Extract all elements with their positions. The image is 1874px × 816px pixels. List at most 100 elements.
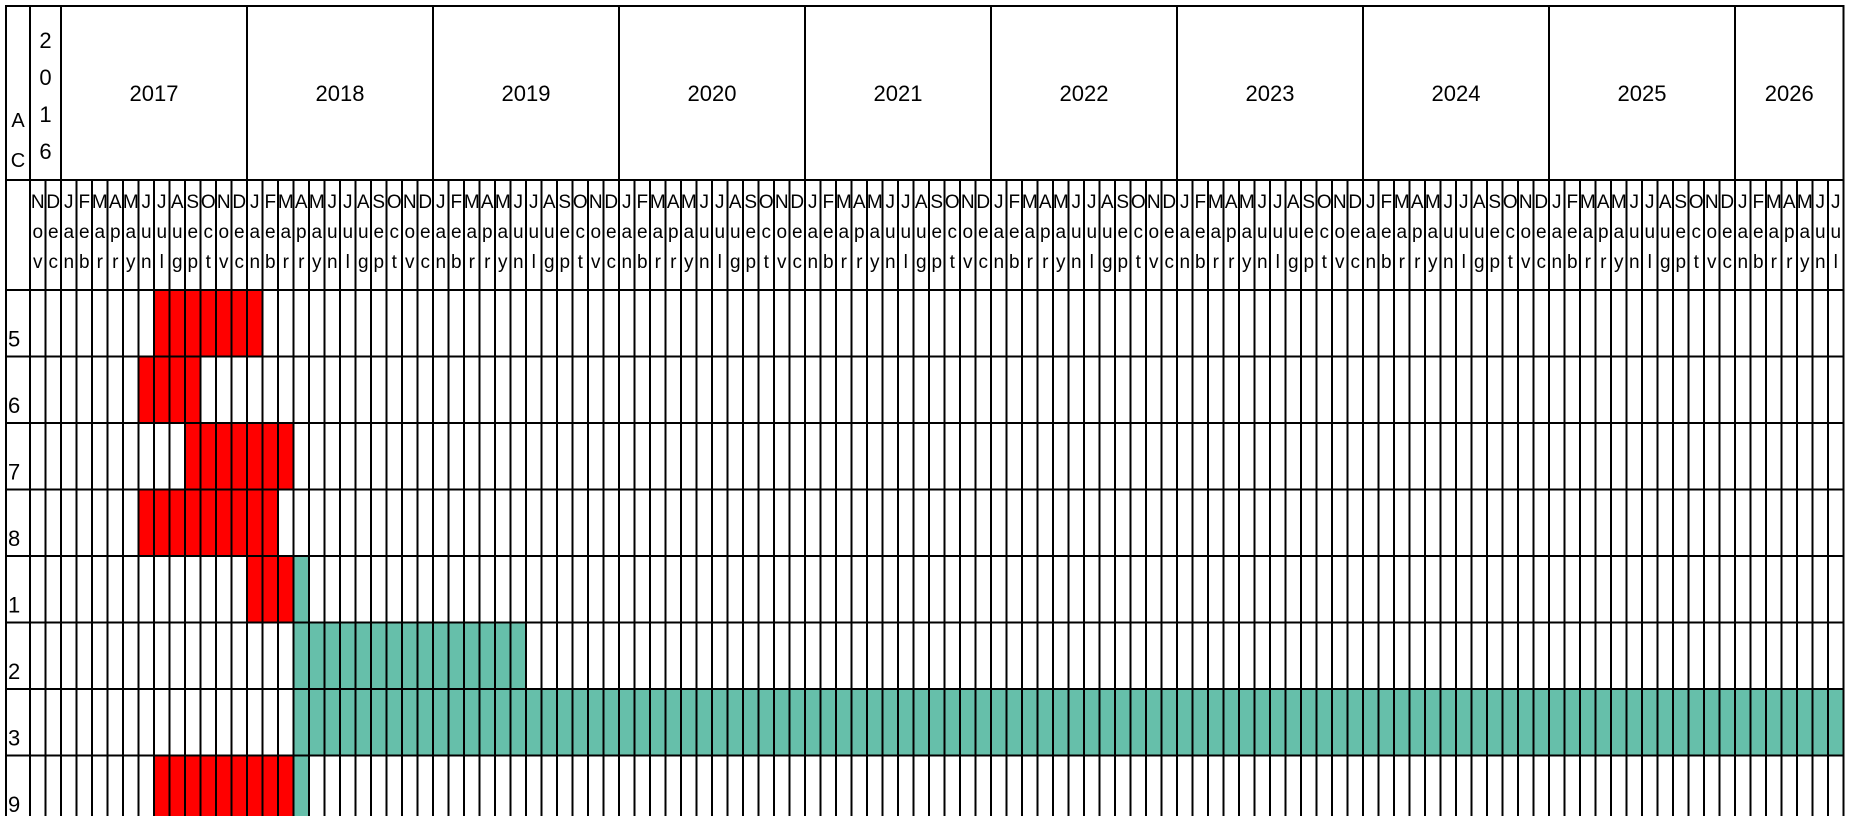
month-label: F	[1380, 192, 1392, 213]
month-label: F	[450, 192, 462, 213]
month-label: c	[948, 222, 958, 243]
month-label: u	[1257, 222, 1268, 243]
year-label: 2026	[1765, 81, 1814, 106]
month-label: u	[1474, 222, 1485, 243]
month-label: a	[311, 222, 322, 243]
month-label: a	[1396, 222, 1407, 243]
month-label: r	[112, 252, 119, 273]
month-label: y	[870, 252, 880, 273]
row-label: 5	[8, 327, 20, 352]
month-label: b	[79, 252, 90, 273]
month-label: n	[807, 252, 818, 273]
month-label: N	[589, 192, 603, 213]
month-label: e	[637, 222, 648, 243]
month-label: J	[1072, 192, 1082, 213]
month-label: r	[1771, 252, 1778, 273]
month-label: a	[1241, 222, 1252, 243]
month-label: u	[1458, 222, 1469, 243]
month-label: p	[1598, 222, 1609, 243]
month-label: p	[745, 252, 756, 273]
year-label: 2025	[1618, 81, 1667, 106]
month-label: a	[94, 222, 105, 243]
month-label: u	[513, 222, 524, 243]
gantt-bar-row-5-seg-1	[154, 290, 263, 357]
month-label: o	[1334, 222, 1345, 243]
month-label: u	[358, 222, 369, 243]
month-label: A	[295, 192, 308, 213]
month-label: A	[109, 192, 122, 213]
month-label: M	[1394, 192, 1410, 213]
month-label: c	[1723, 252, 1733, 273]
month-label: J	[142, 192, 152, 213]
month-label: M	[650, 192, 666, 213]
month-label: J	[886, 192, 896, 213]
month-label: F	[1566, 192, 1578, 213]
month-label: e	[265, 222, 276, 243]
month-label: g	[1660, 252, 1671, 273]
month-label: u	[1660, 222, 1671, 243]
month-label: e	[451, 222, 462, 243]
month-label: c	[421, 252, 431, 273]
month-label: a	[1551, 222, 1562, 243]
month-label: a	[1365, 222, 1376, 243]
month-label: F	[78, 192, 90, 213]
month-label: r	[283, 252, 290, 273]
month-label: t	[578, 252, 584, 273]
month-label: n	[435, 252, 446, 273]
month-label: D	[418, 192, 432, 213]
month-label: M	[92, 192, 108, 213]
month-label: y	[1056, 252, 1066, 273]
month-label: e	[1722, 222, 1733, 243]
month-label: a	[435, 222, 446, 243]
month-label: J	[994, 192, 1004, 213]
month-label: S	[1302, 192, 1315, 213]
month-label: D	[976, 192, 990, 213]
month-label: b	[1009, 252, 1020, 273]
gantt-bar-row-1-seg-2	[293, 556, 309, 623]
month-label: p	[1784, 222, 1795, 243]
month-label: p	[559, 252, 570, 273]
row-label: 8	[8, 526, 20, 551]
month-label: a	[249, 222, 260, 243]
month-label: F	[1752, 192, 1764, 213]
row-label: 2	[8, 659, 20, 684]
month-label: n	[1071, 252, 1082, 273]
month-label: J	[1738, 192, 1748, 213]
month-label: v	[219, 252, 229, 273]
month-label: u	[342, 222, 353, 243]
month-label: M	[836, 192, 852, 213]
month-label: c	[1351, 252, 1361, 273]
month-label: u	[141, 222, 152, 243]
month-label: a	[497, 222, 508, 243]
month-label: N	[775, 192, 789, 213]
month-label: J	[700, 192, 710, 213]
year-label: 2021	[874, 81, 923, 106]
month-label: r	[655, 252, 662, 273]
month-label: e	[559, 222, 570, 243]
month-label: A	[1225, 192, 1238, 213]
month-label: r	[1213, 252, 1220, 273]
month-label: N	[1705, 192, 1719, 213]
month-label: N	[1519, 192, 1533, 213]
month-label: b	[637, 252, 648, 273]
month-label: u	[1102, 222, 1113, 243]
month-label: p	[110, 222, 121, 243]
month-label: c	[204, 222, 214, 243]
month-label: u	[1644, 222, 1655, 243]
month-label: J	[529, 192, 539, 213]
month-label: r	[1027, 252, 1034, 273]
month-label: u	[900, 222, 911, 243]
month-label: r	[1786, 252, 1793, 273]
row-label: 3	[8, 726, 20, 751]
month-label: c	[235, 252, 245, 273]
month-label: S	[1674, 192, 1687, 213]
month-label: O	[201, 192, 216, 213]
month-label: g	[544, 252, 555, 273]
month-label: p	[482, 222, 493, 243]
month-label: l	[1648, 252, 1652, 273]
month-label: M	[867, 192, 883, 213]
month-label: M	[1611, 192, 1627, 213]
month-label: v	[33, 252, 43, 273]
month-label: e	[606, 222, 617, 243]
month-label: F	[822, 192, 834, 213]
